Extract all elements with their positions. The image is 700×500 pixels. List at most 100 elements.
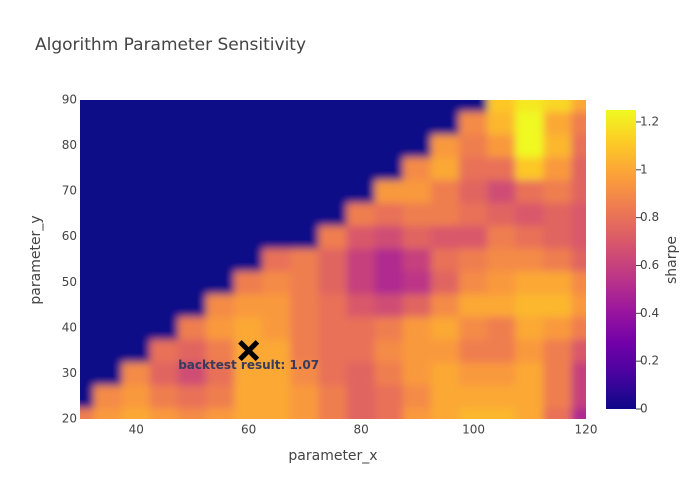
contour-cell <box>571 315 586 340</box>
contour-cell <box>430 224 460 249</box>
contour-cell <box>80 315 95 340</box>
contour-cell <box>543 100 573 112</box>
contour-cell <box>206 247 236 272</box>
contour-cell <box>262 315 292 340</box>
contour-cell <box>487 270 517 295</box>
contour-cell <box>430 270 460 295</box>
contour-cell <box>318 110 348 135</box>
contour-cell <box>515 247 545 272</box>
contour-cell <box>374 156 404 181</box>
contour-cell <box>571 407 586 419</box>
contour-cell <box>290 247 320 272</box>
contour-cell <box>571 247 586 272</box>
contour-cell <box>543 384 573 409</box>
contour-cell <box>149 384 179 409</box>
contour-cell <box>262 361 292 386</box>
contour-cell <box>459 100 489 112</box>
contour-cell <box>430 361 460 386</box>
contour-cell <box>80 361 95 386</box>
contour-cell <box>121 156 151 181</box>
contour-cell <box>346 247 376 272</box>
contour-cell <box>234 100 264 112</box>
contour-cell <box>515 361 545 386</box>
contour-cell <box>487 133 517 158</box>
contour-cell <box>543 293 573 317</box>
contour-cell <box>290 293 320 317</box>
contour-cell <box>459 384 489 409</box>
y-tick-label: 90 <box>62 93 77 107</box>
contour-cell <box>206 179 236 204</box>
y-tick-label: 40 <box>62 320 77 334</box>
contour-cell <box>515 179 545 204</box>
contour-cell <box>346 224 376 249</box>
contour-cell <box>206 384 236 409</box>
contour-cell <box>177 247 207 272</box>
contour-cell <box>206 407 236 419</box>
y-tick-label: 70 <box>62 184 77 198</box>
contour-cell <box>459 293 489 317</box>
contour-cell <box>206 338 236 363</box>
contour-cell <box>234 202 264 226</box>
contour-cell <box>459 361 489 386</box>
contour-cell <box>571 361 586 386</box>
contour-cell <box>318 224 348 249</box>
contour-cell <box>543 407 573 419</box>
contour-cell <box>515 293 545 317</box>
contour-cell <box>374 110 404 135</box>
contour-cell <box>149 179 179 204</box>
contour-cell <box>149 361 179 386</box>
contour-cell <box>318 315 348 340</box>
contour-cell <box>262 407 292 419</box>
contour-cell <box>234 156 264 181</box>
contour-cell <box>571 293 586 317</box>
contour-cell <box>346 179 376 204</box>
contour-cell <box>430 293 460 317</box>
contour-cell <box>430 133 460 158</box>
contour-cell <box>234 361 264 386</box>
contour-cell <box>290 202 320 226</box>
contour-cell <box>487 407 517 419</box>
contour-cell <box>571 156 586 181</box>
contour-cell <box>374 247 404 272</box>
contour-cell <box>80 270 95 295</box>
contour-cell <box>206 133 236 158</box>
contour-cell <box>374 407 404 419</box>
contour-cell <box>121 270 151 295</box>
contour-cell <box>80 407 95 419</box>
contour-cell <box>459 110 489 135</box>
contour-cell <box>318 247 348 272</box>
contour-cell <box>487 384 517 409</box>
contour-cell <box>459 156 489 181</box>
contour-cell <box>80 202 95 226</box>
contour-cell <box>234 407 264 419</box>
contour-cell <box>234 315 264 340</box>
contour-cell <box>121 224 151 249</box>
contour-cell <box>262 270 292 295</box>
contour-cell <box>121 361 151 386</box>
contour-cell <box>149 156 179 181</box>
contour-cell <box>262 156 292 181</box>
contour-cell <box>93 270 123 295</box>
contour-cell <box>121 247 151 272</box>
contour-cell <box>121 179 151 204</box>
contour-cell <box>430 338 460 363</box>
contour-cell <box>374 179 404 204</box>
contour-cell <box>121 293 151 317</box>
contour-cell <box>149 100 179 112</box>
contour-cell <box>571 270 586 295</box>
contour-cell <box>402 361 432 386</box>
contour-cell <box>318 179 348 204</box>
contour-cell <box>430 100 460 112</box>
contour-cell <box>318 202 348 226</box>
contour-cell <box>402 407 432 419</box>
contour-cell <box>93 407 123 419</box>
contour-cell <box>318 407 348 419</box>
contour-cell <box>346 100 376 112</box>
colorbar-tick-label: 1 <box>640 162 648 176</box>
contour-cell <box>290 315 320 340</box>
contour-cell <box>177 133 207 158</box>
contour-cell <box>487 202 517 226</box>
contour-cell <box>430 384 460 409</box>
marker <box>238 340 260 362</box>
contour-cell <box>177 110 207 135</box>
